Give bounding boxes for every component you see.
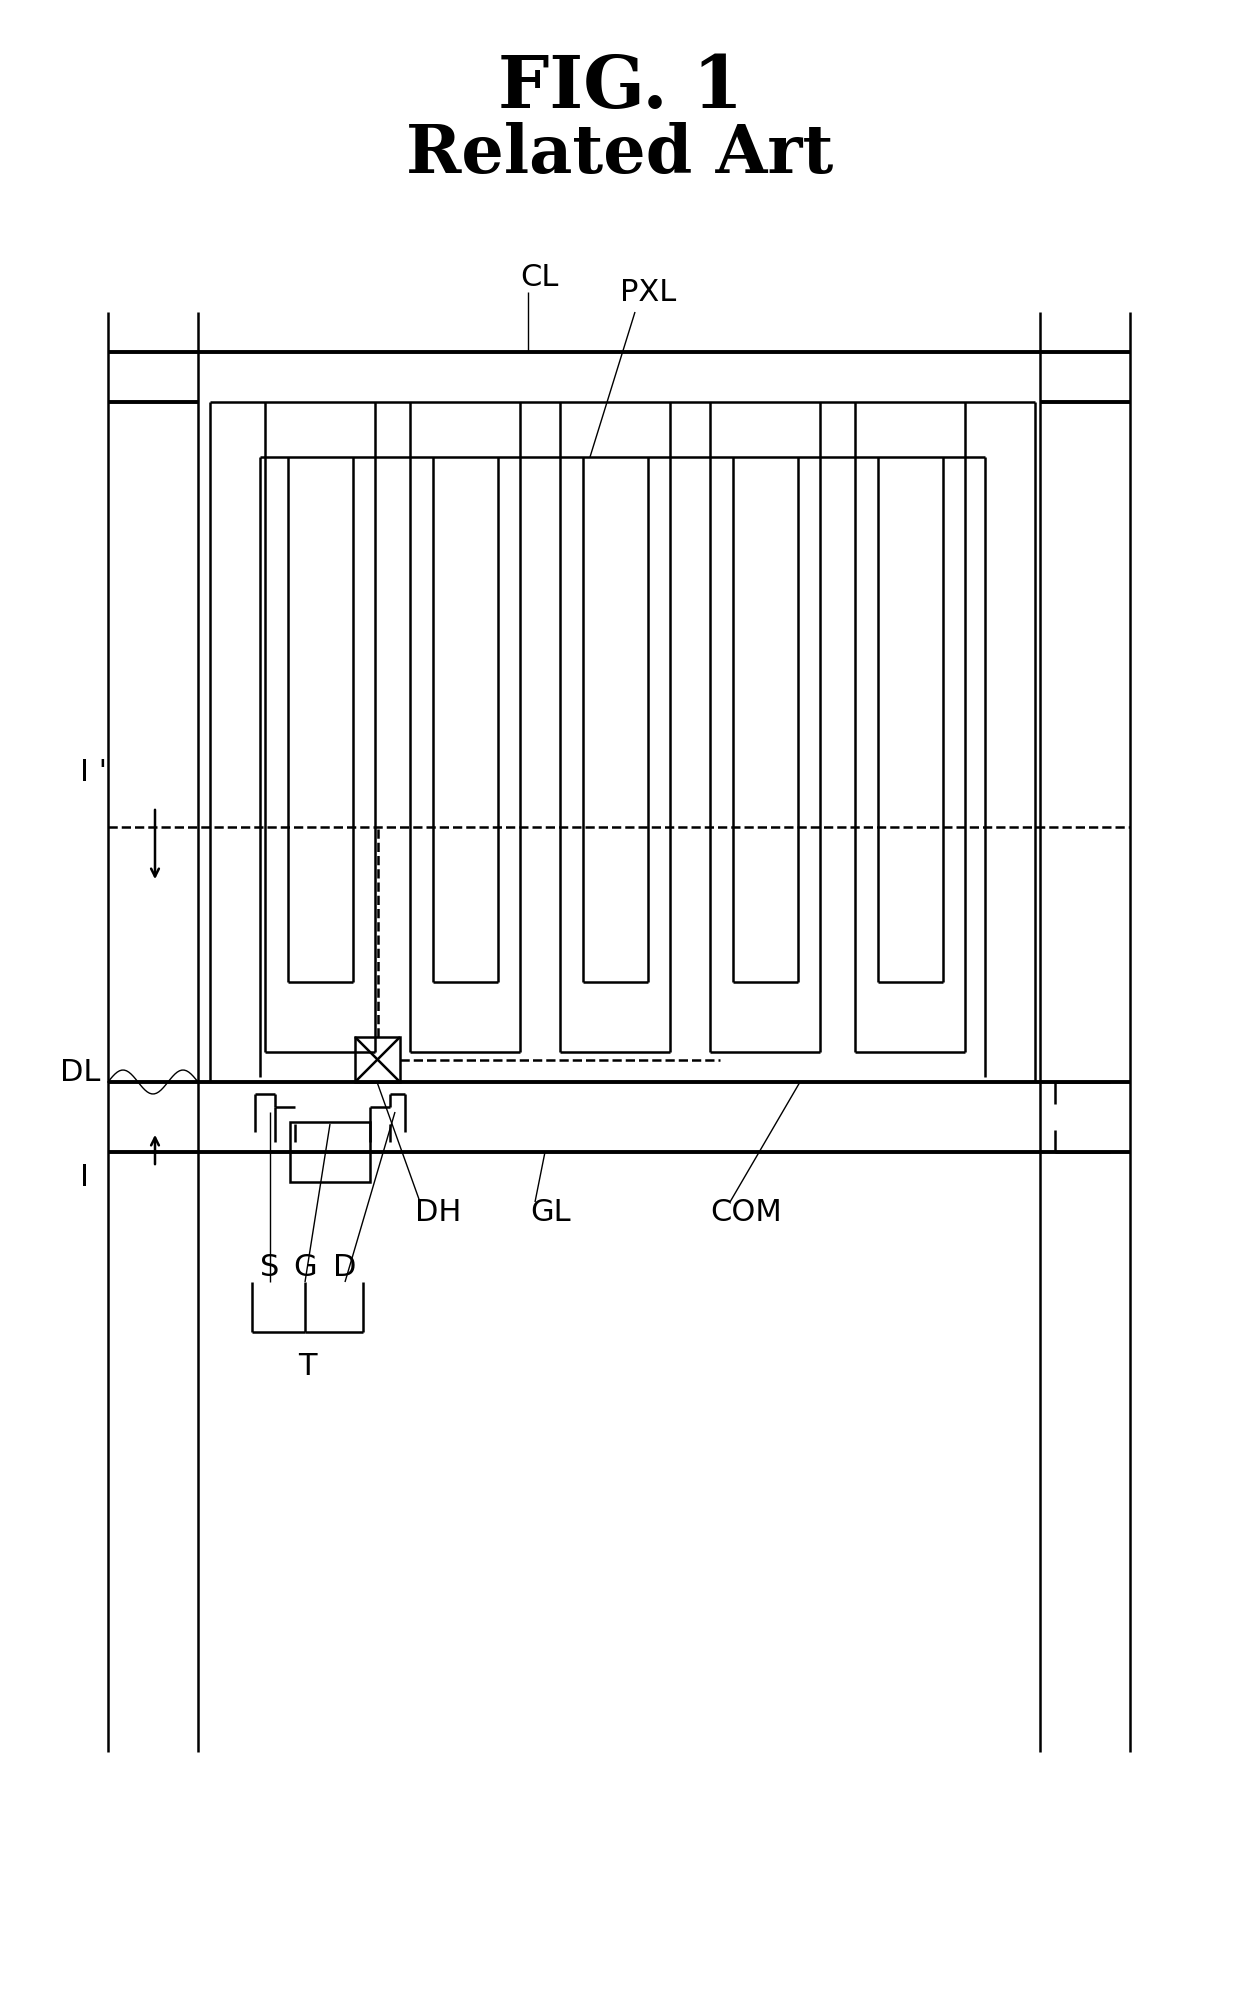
Text: I ': I ' — [81, 757, 107, 787]
Text: T: T — [298, 1353, 316, 1380]
Bar — [290, 1121, 370, 1181]
Bar — [355, 1038, 401, 1082]
Text: G: G — [293, 1253, 316, 1283]
Text: PXL: PXL — [620, 279, 676, 307]
Text: DL: DL — [60, 1058, 100, 1086]
Text: FIG. 1: FIG. 1 — [497, 52, 743, 124]
Text: DH: DH — [415, 1197, 461, 1227]
Text: COM: COM — [711, 1197, 781, 1227]
Text: GL: GL — [529, 1197, 570, 1227]
Text: CL: CL — [520, 263, 558, 293]
Text: S: S — [260, 1253, 280, 1283]
Text: Related Art: Related Art — [407, 122, 833, 187]
Text: I: I — [81, 1163, 89, 1191]
Text: D: D — [334, 1253, 357, 1283]
